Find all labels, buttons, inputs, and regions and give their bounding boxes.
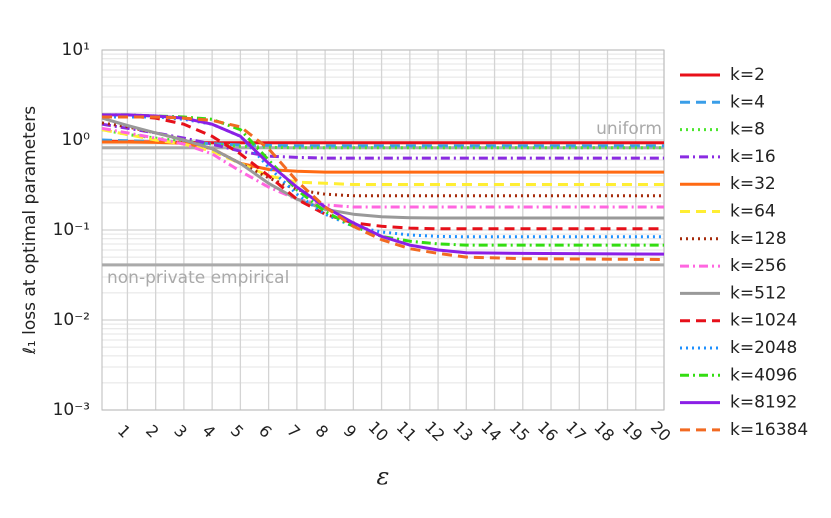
- legend-label: k=2048: [730, 338, 797, 358]
- legend-label: k=8192: [730, 393, 797, 413]
- x-tick-label: 18: [590, 417, 618, 445]
- x-tick-label: 8: [311, 421, 332, 442]
- legend-label: k=32: [730, 174, 776, 194]
- series-line: [101, 128, 664, 150]
- x-tick-label: 16: [534, 417, 562, 445]
- plot-border: [101, 49, 665, 411]
- x-tick-label: 12: [421, 417, 449, 445]
- series-line: [102, 115, 665, 261]
- y-tick-label: 10⁻¹: [53, 220, 90, 240]
- x-axis-label: ε: [377, 463, 390, 491]
- legend-label: k=16: [730, 147, 776, 167]
- x-tick-label: 2: [142, 421, 163, 442]
- y-tick-label: 10⁰: [62, 130, 91, 150]
- series-line: [101, 122, 664, 160]
- x-tick-label: 1: [114, 421, 135, 442]
- y-axis-label: ℓ₁ loss at optimal parameters: [20, 106, 40, 355]
- legend-label: k=8: [730, 120, 765, 140]
- legend-label: k=512: [730, 283, 787, 303]
- legend-label: k=16384: [730, 420, 808, 440]
- x-tick-label: 20: [647, 417, 675, 445]
- series-line: [101, 116, 664, 220]
- x-tick-label: 4: [199, 421, 220, 442]
- x-tick-label: 7: [283, 421, 304, 442]
- reference-label: uniform: [596, 119, 662, 139]
- y-tick-label: 10⁻³: [53, 400, 90, 420]
- x-tick-label: 11: [393, 417, 421, 445]
- x-tick-label: 17: [562, 417, 590, 445]
- series-line: [101, 113, 664, 231]
- x-tick-label: 3: [170, 421, 191, 442]
- x-tick-label: 13: [449, 417, 477, 445]
- y-tick-label: 10¹: [62, 40, 90, 60]
- x-tick-label: 9: [340, 421, 361, 442]
- series-line: [101, 128, 664, 186]
- x-tick-label: 15: [506, 417, 534, 445]
- legend-label: k=2: [730, 65, 765, 85]
- legend-label: k=4096: [730, 365, 797, 385]
- legend-label: k=64: [730, 202, 776, 222]
- x-tick-label: 19: [619, 417, 647, 445]
- reference-label: non-private empirical: [107, 268, 289, 288]
- legend-label: k=256: [730, 256, 787, 276]
- x-tick-label: 10: [364, 417, 392, 445]
- y-tick-label: 10⁻²: [53, 310, 90, 330]
- x-tick-label: 6: [255, 421, 276, 442]
- x-tick-label: 14: [477, 417, 505, 445]
- legend-label: k=128: [730, 229, 787, 249]
- x-tick-label: 5: [227, 421, 248, 442]
- legend-label: k=4: [730, 92, 765, 112]
- legend-label: k=1024: [730, 311, 797, 331]
